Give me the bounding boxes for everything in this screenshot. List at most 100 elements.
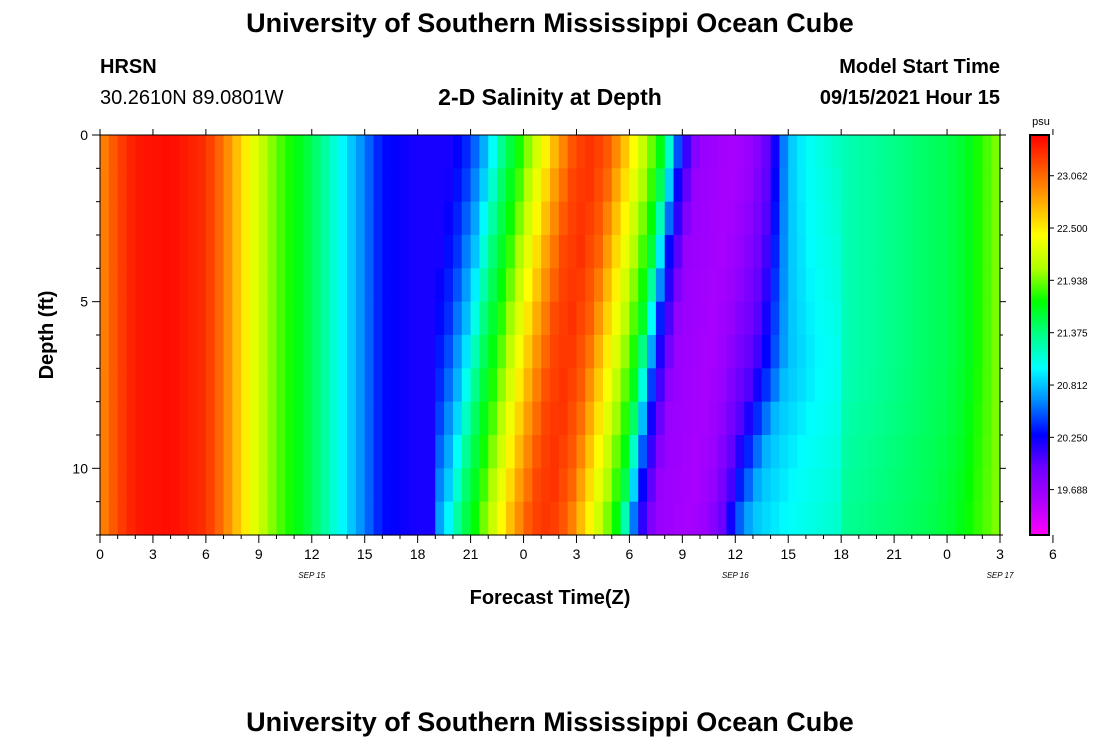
heatmap-cell [620, 168, 631, 203]
heatmap-cell [585, 235, 595, 269]
heatmap-cell [338, 468, 348, 503]
heatmap-cell [902, 135, 913, 169]
heatmap-cell [532, 135, 542, 169]
heatmap-cell [505, 335, 516, 369]
heatmap-cell [841, 501, 851, 536]
heatmap-cell [602, 401, 613, 436]
heatmap-cell [752, 435, 763, 469]
heatmap-cell [514, 135, 525, 169]
colorbar-tick-label: 20.812 [1057, 381, 1088, 392]
heatmap-cell [479, 168, 489, 203]
heatmap-cell [638, 501, 648, 536]
heatmap-cell [576, 335, 586, 369]
heatmap-cell [752, 335, 763, 369]
heatmap-cell [920, 468, 931, 503]
heatmap-cell [338, 335, 348, 369]
heatmap-cell [876, 435, 886, 469]
heatmap-cell [382, 335, 392, 369]
heatmap-cell [576, 301, 586, 336]
heatmap-cell [408, 235, 419, 269]
heatmap-cell [541, 501, 551, 536]
heatmap-cell [329, 468, 339, 503]
heatmap-cell [250, 435, 260, 469]
x-tick-label: 21 [463, 546, 479, 562]
heatmap-cell [197, 168, 207, 203]
heatmap-cell [885, 401, 895, 436]
heatmap-cell [417, 268, 428, 303]
heatmap-cell [205, 301, 216, 336]
heatmap-cell [858, 235, 869, 269]
heatmap-cell [682, 501, 692, 536]
heatmap-cell [135, 468, 145, 503]
heatmap-cell [470, 168, 481, 203]
heatmap-cell [267, 301, 278, 336]
heatmap-cell [876, 368, 886, 403]
heatmap-cell [964, 301, 975, 336]
heatmap-cell [629, 235, 639, 269]
heatmap-cell [329, 235, 339, 269]
heatmap-cell [232, 135, 242, 169]
heatmap-cell [567, 401, 578, 436]
heatmap-cell [488, 468, 498, 503]
heatmap-cell [911, 501, 922, 536]
heatmap-cell [929, 435, 939, 469]
heatmap-cell [302, 135, 313, 169]
heatmap-cell [894, 235, 904, 269]
heatmap-cell [964, 335, 975, 369]
heatmap-cell [638, 201, 648, 236]
heatmap-cell [241, 235, 251, 269]
heatmap-cell [470, 368, 481, 403]
heatmap-cell [320, 401, 331, 436]
heatmap-cell [435, 168, 445, 203]
heatmap-cell [505, 468, 516, 503]
heatmap-cell [611, 168, 622, 203]
heatmap-cell [920, 335, 931, 369]
heatmap-cell [867, 301, 878, 336]
heatmap-cell [550, 268, 560, 303]
heatmap-cell [567, 335, 578, 369]
heatmap-cell [717, 368, 728, 403]
y-tick-label: 10 [72, 460, 88, 476]
heatmap-cell [320, 301, 331, 336]
heatmap-cell [444, 468, 454, 503]
heatmap-cell [161, 468, 172, 503]
heatmap-cell [885, 468, 895, 503]
heatmap-cell [479, 468, 489, 503]
heatmap-cell [700, 401, 710, 436]
heatmap-cell [232, 335, 242, 369]
heatmap-cell [355, 301, 366, 336]
heatmap-cell [735, 301, 745, 336]
heatmap-cell [620, 135, 631, 169]
heatmap-cell [797, 201, 807, 236]
heatmap-cell [408, 368, 419, 403]
heatmap-cell [100, 301, 110, 336]
heatmap-cell [894, 401, 904, 436]
heatmap-cell [673, 368, 683, 403]
heatmap-cell [197, 235, 207, 269]
x-tick-label: 12 [728, 546, 744, 562]
heatmap-cell [797, 301, 807, 336]
y-tick-label: 5 [80, 294, 88, 310]
heatmap-cell [108, 335, 119, 369]
heatmap-cell [761, 435, 772, 469]
heatmap-cell [267, 201, 278, 236]
heatmap-cell [408, 501, 419, 536]
heatmap-cell [585, 468, 595, 503]
heatmap-cell [373, 435, 383, 469]
heatmap-cell [805, 168, 816, 203]
heatmap-cell [911, 235, 922, 269]
heatmap-cell [647, 468, 657, 503]
heatmap-cell [250, 335, 260, 369]
heatmap-cell [938, 435, 948, 469]
heatmap-cell [585, 435, 595, 469]
heatmap-cell [885, 201, 895, 236]
heatmap-cell [611, 368, 622, 403]
heatmap-cell [470, 501, 481, 536]
heatmap-cell [426, 301, 436, 336]
heatmap-cell [250, 201, 260, 236]
heatmap-cell [100, 468, 110, 503]
heatmap-cell [100, 135, 110, 169]
heatmap-cell [497, 401, 507, 436]
heatmap-cell [647, 368, 657, 403]
heatmap-cell [135, 401, 145, 436]
